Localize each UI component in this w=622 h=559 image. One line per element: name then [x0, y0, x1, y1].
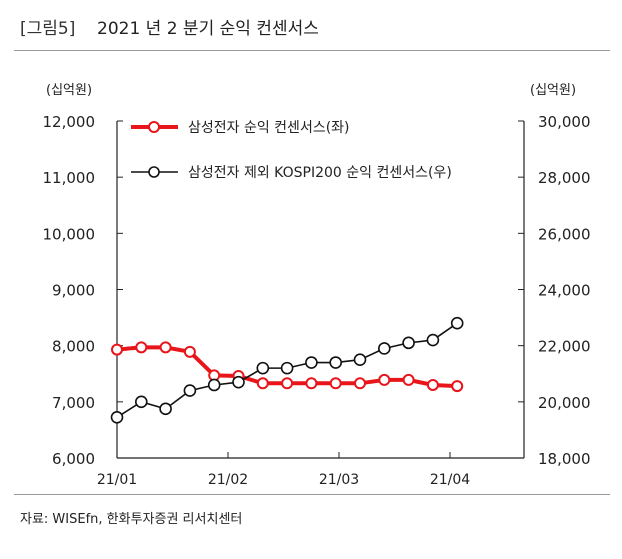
kospi200-data-point [159, 402, 172, 416]
left-tick-label: 6,000 [52, 450, 95, 468]
chart-axes [116, 120, 525, 459]
chart-title: [그림5] 2021 년 2 분기 순익 컨센서스 [20, 14, 319, 39]
kospi200-data-point [329, 356, 343, 369]
samsung-data-point [135, 341, 148, 354]
samsung-data-point [281, 377, 294, 390]
tick-labels: (십억원) (십억원) 12,000 11,000 10,000 9,000 8,000 7,… [43, 83, 591, 488]
kospi200-data-point [280, 361, 294, 375]
samsung-data-point [354, 377, 366, 390]
chart-series [110, 316, 464, 424]
right-axis-unit: (십억원) [530, 83, 576, 98]
right-tick-label: 20,000 [538, 394, 591, 412]
kospi200-data-point [110, 410, 124, 424]
kospi200-data-point [135, 395, 148, 409]
right-tick-label: 18,000 [538, 450, 591, 468]
samsung-data-point [256, 377, 269, 390]
chart-title-text: 2021 년 2 분기 순익 컨센서스 [97, 19, 319, 39]
legend-swatch-marker [148, 121, 160, 133]
line-chart: (십억원) (십억원) 12,000 11,000 10,000 9,000 8,000 7,… [43, 83, 591, 488]
samsung-data-point [305, 377, 318, 390]
samsung-data-point [183, 345, 196, 358]
right-tick-label: 28,000 [538, 169, 591, 187]
x-tick-label: 21/03 [319, 472, 359, 488]
kospi200-data-point [377, 342, 391, 355]
right-tick-label: 26,000 [538, 225, 591, 243]
kospi200-data-point [450, 316, 464, 330]
legend-swatch-marker [148, 166, 160, 178]
kospi200-data-point [232, 375, 245, 389]
source-note: 자료: WISEfn, 한화투자증권 리서치센터 [20, 512, 243, 527]
left-tick-label: 7,000 [52, 394, 95, 412]
kospi200-data-point [256, 361, 270, 375]
samsung-data-point [402, 373, 415, 386]
right-tick-label: 22,000 [538, 338, 591, 356]
legend-label: 삼성전자 제외 KOSPI200 순익 컨센서스(우) [188, 165, 452, 181]
samsung-data-point [111, 343, 123, 356]
left-tick-label: 10,000 [43, 225, 96, 243]
samsung-data-point [159, 341, 172, 354]
samsung-data-point [329, 377, 342, 390]
right-tick-label: 24,000 [538, 282, 591, 300]
x-tick-label: 21/02 [208, 472, 248, 488]
legend-label: 삼성전자 순익 컨센서스(좌) [188, 120, 350, 136]
left-tick-label: 12,000 [43, 113, 96, 131]
left-tick-label: 11,000 [43, 169, 96, 187]
x-tick-label: 21/01 [97, 472, 137, 488]
kospi200-data-point [426, 333, 440, 347]
top-divider [14, 50, 610, 51]
samsung-data-point [426, 378, 439, 391]
bottom-divider [14, 494, 610, 495]
kospi200-data-point [402, 336, 415, 350]
samsung-data-point [378, 373, 391, 386]
right-tick-label: 30,000 [538, 113, 591, 131]
kospi200-data-point [207, 378, 221, 392]
chart-legend: 삼성전자 순익 컨센서스(좌) 삼성전자 제외 KOSPI200 순익 컨센서스(… [131, 120, 452, 181]
left-tick-label: 9,000 [52, 282, 95, 300]
kospi200-data-point [353, 353, 367, 367]
kospi200-data-point [183, 384, 197, 397]
figure-number: [그림5] [20, 19, 76, 39]
kospi200-data-point [305, 356, 318, 369]
samsung-data-point [451, 380, 464, 393]
left-tick-label: 8,000 [52, 338, 95, 356]
left-axis-unit: (십억원) [46, 83, 92, 98]
x-tick-label: 21/04 [430, 472, 470, 488]
